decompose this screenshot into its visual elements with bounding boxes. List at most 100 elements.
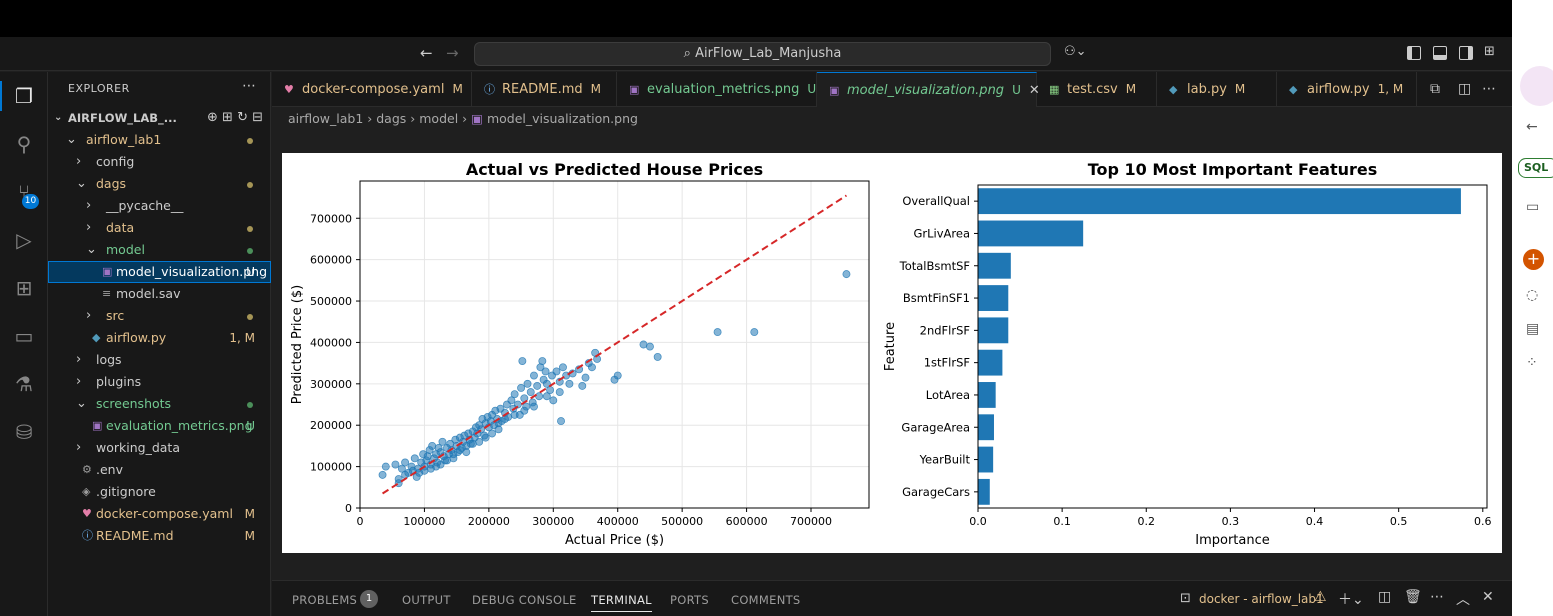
editor-tab[interactable]: ▣ evaluation_metrics.png U (617, 72, 817, 107)
command-center[interactable]: ⌕ AirFlow_Lab_Manjusha (474, 42, 1051, 66)
apps-icon[interactable]: ⁘ (1526, 355, 1538, 371)
tree-item[interactable]: › config (48, 151, 271, 173)
tab-output[interactable]: OUTPUT (402, 593, 451, 607)
editor-tab[interactable]: ▣ model_visualization.png U ✕ (817, 72, 1040, 107)
editor-tab[interactable]: ▦ test.csv M (1037, 72, 1157, 107)
arrow-left-icon[interactable]: ← (420, 44, 433, 62)
tab-terminal[interactable]: TERMINAL (591, 593, 652, 612)
tree-item[interactable]: ◆ airflow.py 1, M (48, 327, 271, 349)
toggle-primary-sidebar-icon[interactable] (1407, 46, 1421, 60)
workspace-root[interactable]: ⌄ AIRFLOW_LAB_... ⊕ ⊞ ↻ ⊟ (48, 107, 271, 129)
explorer-icon[interactable]: ❐ (15, 84, 33, 108)
terminal-name[interactable]: docker - airflow_lab1 (1199, 592, 1324, 606)
tree-item[interactable]: ⌄ airflow_lab1 (48, 129, 271, 151)
copilot-icon[interactable]: ⚇⌄ (1064, 44, 1087, 59)
more-actions-icon[interactable]: ⋯ (242, 78, 256, 94)
search-icon[interactable]: ⚲ (16, 132, 32, 156)
tree-item[interactable]: ▣ evaluation_metrics.png U (48, 415, 271, 437)
tree-item[interactable]: ▣ model_visualization.png U (48, 261, 271, 283)
split-terminal-icon[interactable]: ◫ (1378, 589, 1392, 605)
tree-item[interactable]: › working_data (48, 437, 271, 459)
new-terminal-icon[interactable]: ＋⌄ (1338, 592, 1364, 608)
tree-item-label: logs (96, 352, 122, 367)
git-status-dot (247, 182, 253, 188)
git-status-dot (247, 402, 253, 408)
x-tick-label: 0.4 (1306, 515, 1324, 528)
tree-item[interactable]: ⚙ .env (48, 459, 271, 481)
run-debug-icon[interactable]: ▷ (16, 228, 32, 252)
more-actions-icon[interactable]: ⋯ (1482, 81, 1496, 97)
category-label: TotalBsmtSF (899, 259, 970, 273)
scatter-point (523, 379, 532, 388)
git-status-dot (247, 248, 253, 254)
breadcrumb-separator: › (458, 111, 472, 126)
x-tick-label: 0.0 (969, 515, 987, 528)
tree-item-label: airflow_lab1 (86, 132, 162, 147)
tab-debug-console[interactable]: DEBUG CONSOLE (472, 593, 577, 607)
close-icon[interactable]: ✕ (1028, 83, 1040, 98)
y-tick-label: 400000 (310, 336, 352, 349)
scatter-point (541, 367, 550, 376)
sql-button[interactable]: SQL (1518, 158, 1553, 178)
tree-item[interactable]: ⓘ README.md M (48, 525, 271, 547)
explorer-actions[interactable]: ⊕ ⊞ ↻ ⊟ (207, 110, 263, 125)
plot-frame (359, 180, 870, 509)
close-panel-icon[interactable]: ✕ (1482, 589, 1494, 605)
remote-explorer-icon[interactable]: ▭ (14, 324, 34, 348)
top-black-strip (0, 0, 1512, 37)
tree-item[interactable]: › data (48, 217, 271, 239)
extensions-icon[interactable]: ⊞ (15, 276, 33, 300)
sidebar-icon[interactable]: ▭ (1526, 199, 1540, 215)
editor-tab[interactable]: ◆ lab.py M (1157, 72, 1277, 107)
x-tick-label: 500000 (661, 515, 703, 528)
x-tick-label: 200000 (468, 515, 510, 528)
trash-icon[interactable]: 🗑 (1404, 589, 1422, 605)
tree-item[interactable]: ◈ .gitignore (48, 481, 271, 503)
tree-item[interactable]: ⌄ screenshots (48, 393, 271, 415)
scm-badge: 10 (22, 194, 39, 209)
arrow-right-icon[interactable]: → (446, 44, 459, 62)
toggle-panel-icon[interactable] (1433, 46, 1447, 60)
git-status-label: U (246, 419, 255, 433)
customize-layout-icon[interactable]: ⊞ (1484, 44, 1495, 59)
tab-problems[interactable]: PROBLEMS (292, 593, 358, 607)
tree-item[interactable]: ⌄ dags (48, 173, 271, 195)
chat-icon[interactable]: ◌ (1526, 287, 1539, 303)
breadcrumb-item[interactable]: model_visualization.png (486, 111, 638, 126)
scatter-point (401, 470, 410, 479)
chevron-right-icon: › (86, 198, 92, 213)
containers-icon[interactable]: ⛁ (15, 420, 33, 444)
breadcrumb-item[interactable]: airflow_lab1 (288, 111, 364, 126)
tree-item[interactable]: › src (48, 305, 271, 327)
testing-icon[interactable]: ⚗ (15, 372, 33, 396)
python-icon: ◆ (92, 331, 101, 344)
tree-item-label: data (106, 220, 135, 235)
tree-item[interactable]: ⌄ model (48, 239, 271, 261)
tab-comments[interactable]: COMMENTS (731, 593, 801, 607)
archive-icon[interactable]: ▤ (1526, 321, 1540, 337)
tree-item[interactable]: ≡ model.sav (48, 283, 271, 305)
editor-tab[interactable]: ⓘ README.md M (472, 72, 617, 107)
breadcrumb-item[interactable]: model (419, 111, 459, 126)
arrow-left-icon[interactable]: ← (1526, 119, 1538, 135)
more-actions-icon[interactable]: ⋯ (1430, 589, 1444, 605)
tab-label: model_visualization.png (847, 83, 1005, 98)
tree-item[interactable]: › logs (48, 349, 271, 371)
tree-item[interactable]: › plugins (48, 371, 271, 393)
bar-chart: OverallQual GrLivArea TotalBsmtSF BsmtFinSF… (883, 160, 1492, 548)
maximize-panel-icon[interactable]: ︿ (1456, 592, 1470, 608)
add-icon[interactable]: + (1523, 249, 1544, 270)
split-editor-icon[interactable]: ◫ (1458, 81, 1472, 97)
toggle-secondary-sidebar-icon[interactable] (1459, 46, 1473, 60)
breadcrumb-item[interactable]: dags (376, 111, 407, 126)
editor-tab[interactable]: ◆ airflow.py 1, M (1277, 72, 1417, 107)
editor-tab[interactable]: ♥ docker-compose.yaml M (272, 72, 472, 107)
git-status-dot (247, 138, 253, 144)
tree-item-label: plugins (96, 374, 142, 389)
terminal-icon: ⊡ (1180, 591, 1191, 606)
open-changes-icon[interactable]: ⧉ (1430, 81, 1440, 97)
tree-item[interactable]: › __pycache__ (48, 195, 271, 217)
y-tick-label: 300000 (310, 378, 352, 391)
tab-ports[interactable]: PORTS (670, 593, 709, 607)
tree-item[interactable]: ♥ docker-compose.yaml M (48, 503, 271, 525)
